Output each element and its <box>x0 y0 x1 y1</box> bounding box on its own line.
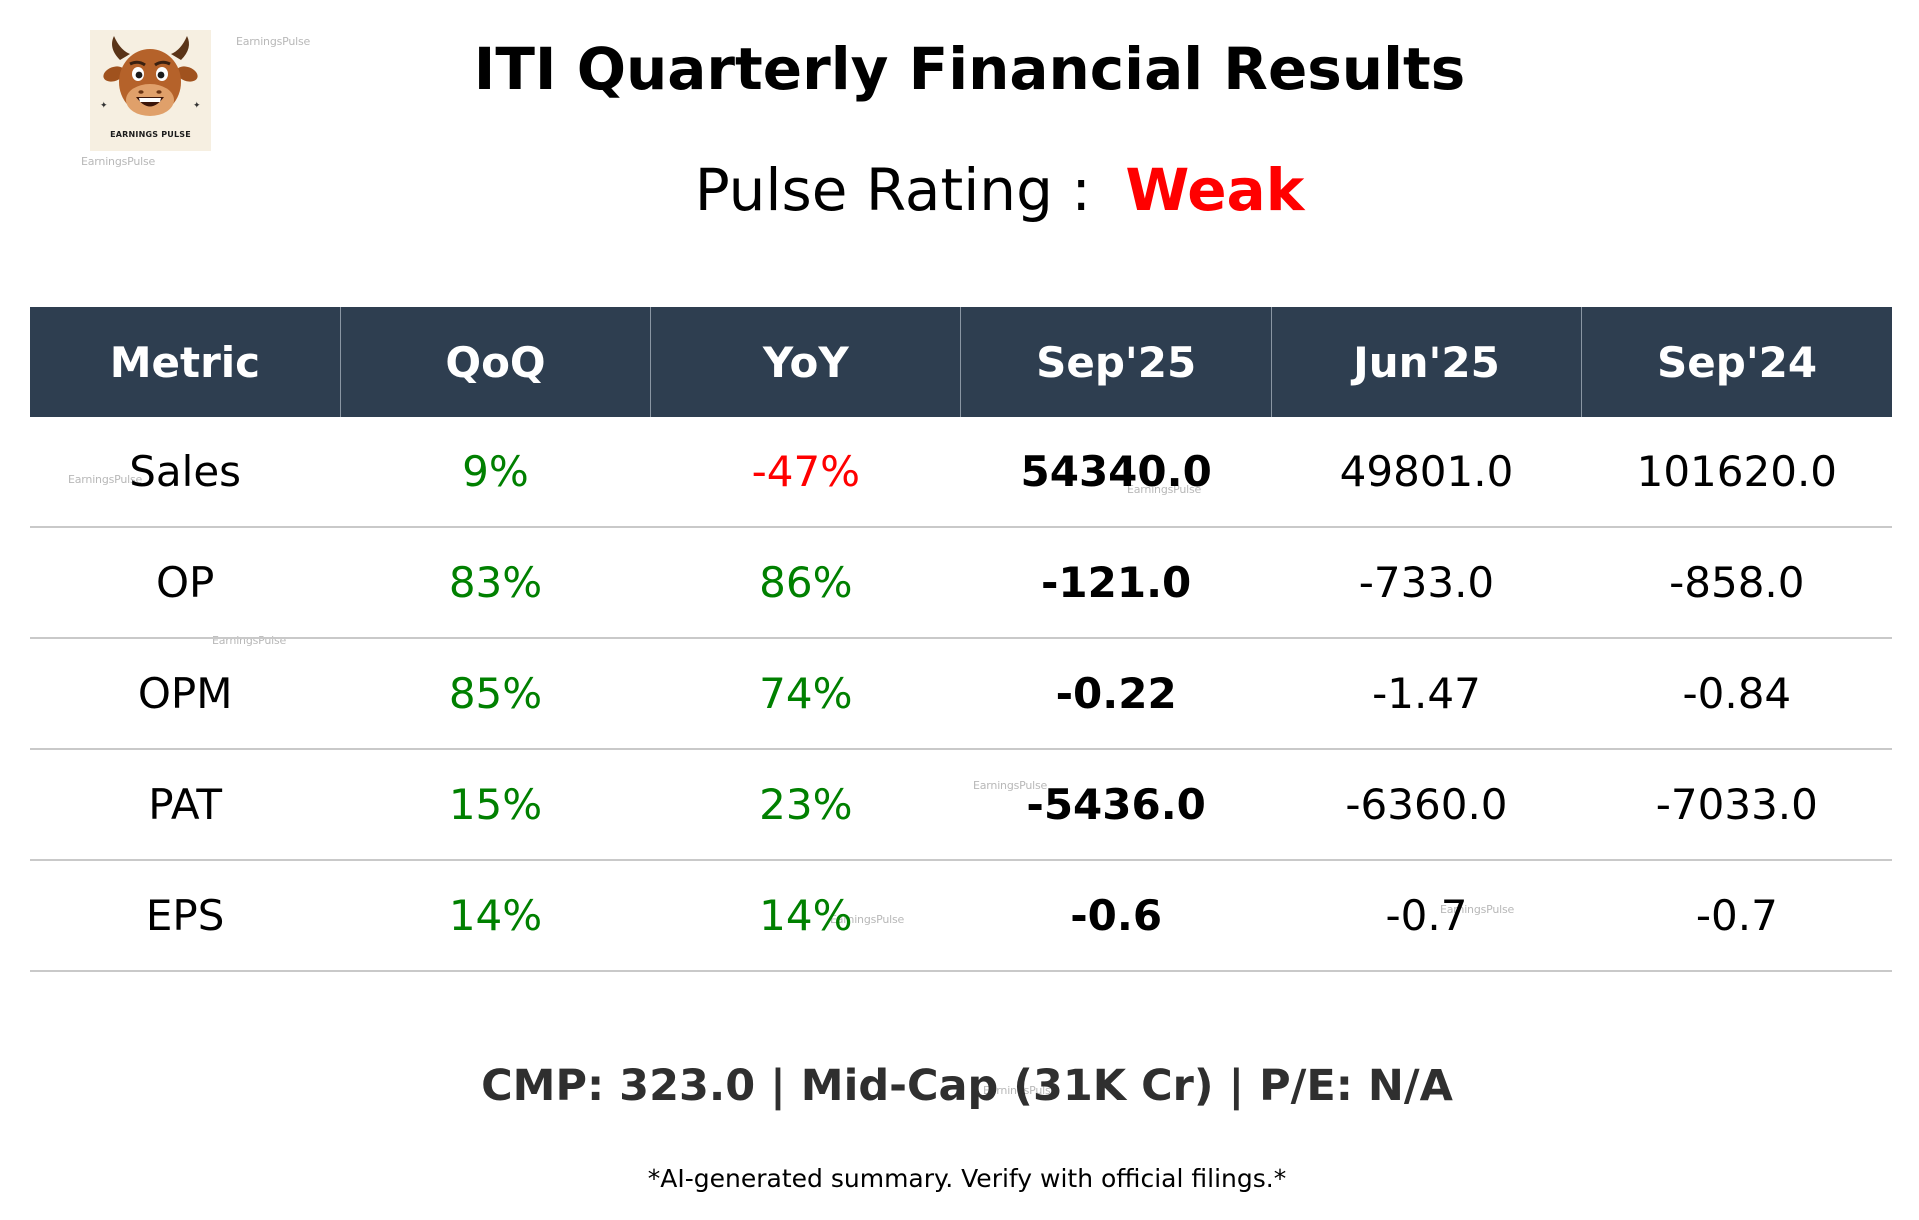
qoq-change: 15% <box>340 749 651 861</box>
table-header-row: Metric QoQ YoY Sep'25 Jun'25 Sep'24 <box>30 307 1892 417</box>
header-sep25: Sep'25 <box>960 307 1272 417</box>
watermark: EarningsPulse <box>983 1084 1058 1097</box>
current-quarter-value: 54340.0 <box>960 417 1272 528</box>
previous-quarter-value: -6360.0 <box>1271 749 1582 861</box>
year-ago-value: -0.7 <box>1581 860 1892 972</box>
previous-quarter-value: -0.7 <box>1271 860 1582 972</box>
pulse-rating-label: Pulse Rating : <box>694 156 1091 224</box>
metric-name: EPS <box>30 860 341 972</box>
metric-name: Sales <box>30 417 341 528</box>
watermark: EarningsPulse <box>81 155 156 168</box>
table-row: Sales 9% -47% 54340.0 49801.0 101620.0 <box>30 417 1892 528</box>
table-row: OPM 85% 74% -0.22 -1.47 -0.84 <box>30 638 1892 750</box>
header-sep24: Sep'24 <box>1581 307 1892 417</box>
yoy-change: 14% <box>650 860 961 972</box>
bull-mascot-icon: ✦ ✦ <box>100 36 201 116</box>
qoq-change: 14% <box>340 860 651 972</box>
pulse-rating: Pulse Rating : Weak <box>0 155 1919 225</box>
current-quarter-value: -5436.0 <box>960 749 1272 861</box>
current-quarter-value: -121.0 <box>960 527 1272 639</box>
disclaimer: *AI-generated summary. Verify with offic… <box>647 1164 1287 1193</box>
qoq-change: 83% <box>340 527 651 639</box>
yoy-change: 86% <box>650 527 961 639</box>
table-row: EPS 14% 14% -0.6 -0.7 -0.7 <box>30 860 1892 972</box>
current-quarter-value: -0.6 <box>960 860 1272 972</box>
previous-quarter-value: -1.47 <box>1271 638 1582 750</box>
header-yoy: YoY <box>650 307 961 417</box>
svg-text:✦: ✦ <box>193 101 201 111</box>
yoy-change: 74% <box>650 638 961 750</box>
svg-text:✦: ✦ <box>100 101 108 111</box>
table-row: OP 83% 86% -121.0 -733.0 -858.0 <box>30 527 1892 639</box>
header-metric: Metric <box>30 307 341 417</box>
table-row: PAT 15% 23% -5436.0 -6360.0 -7033.0 <box>30 749 1892 861</box>
year-ago-value: -858.0 <box>1581 527 1892 639</box>
earnings-pulse-logo: ✦ ✦ EARNINGS PULSE <box>90 30 211 151</box>
year-ago-value: -0.84 <box>1581 638 1892 750</box>
metric-name: OP <box>30 527 341 639</box>
yoy-change: 23% <box>650 749 961 861</box>
header-jun25: Jun'25 <box>1270 307 1582 417</box>
previous-quarter-value: -733.0 <box>1271 527 1582 639</box>
results-table: Metric QoQ YoY Sep'25 Jun'25 Sep'24 Sale… <box>30 307 1892 972</box>
logo-text: EARNINGS PULSE <box>110 130 191 139</box>
previous-quarter-value: 49801.0 <box>1271 417 1582 528</box>
metric-name: PAT <box>30 749 341 861</box>
watermark: EarningsPulse <box>236 35 311 48</box>
header-qoq: QoQ <box>339 307 651 417</box>
qoq-change: 9% <box>340 417 651 528</box>
year-ago-value: -7033.0 <box>1581 749 1892 861</box>
yoy-change: -47% <box>650 417 961 528</box>
metric-name: OPM <box>30 638 341 750</box>
current-quarter-value: -0.22 <box>960 638 1272 750</box>
year-ago-value: 101620.0 <box>1581 417 1892 528</box>
page-title: ITI Quarterly Financial Results <box>473 35 1466 103</box>
qoq-change: 85% <box>340 638 651 750</box>
pulse-rating-value: Weak <box>1125 156 1305 224</box>
market-summary: CMP: 323.0 | Mid-Cap (31K Cr) | P/E: N/A <box>481 1061 1453 1111</box>
